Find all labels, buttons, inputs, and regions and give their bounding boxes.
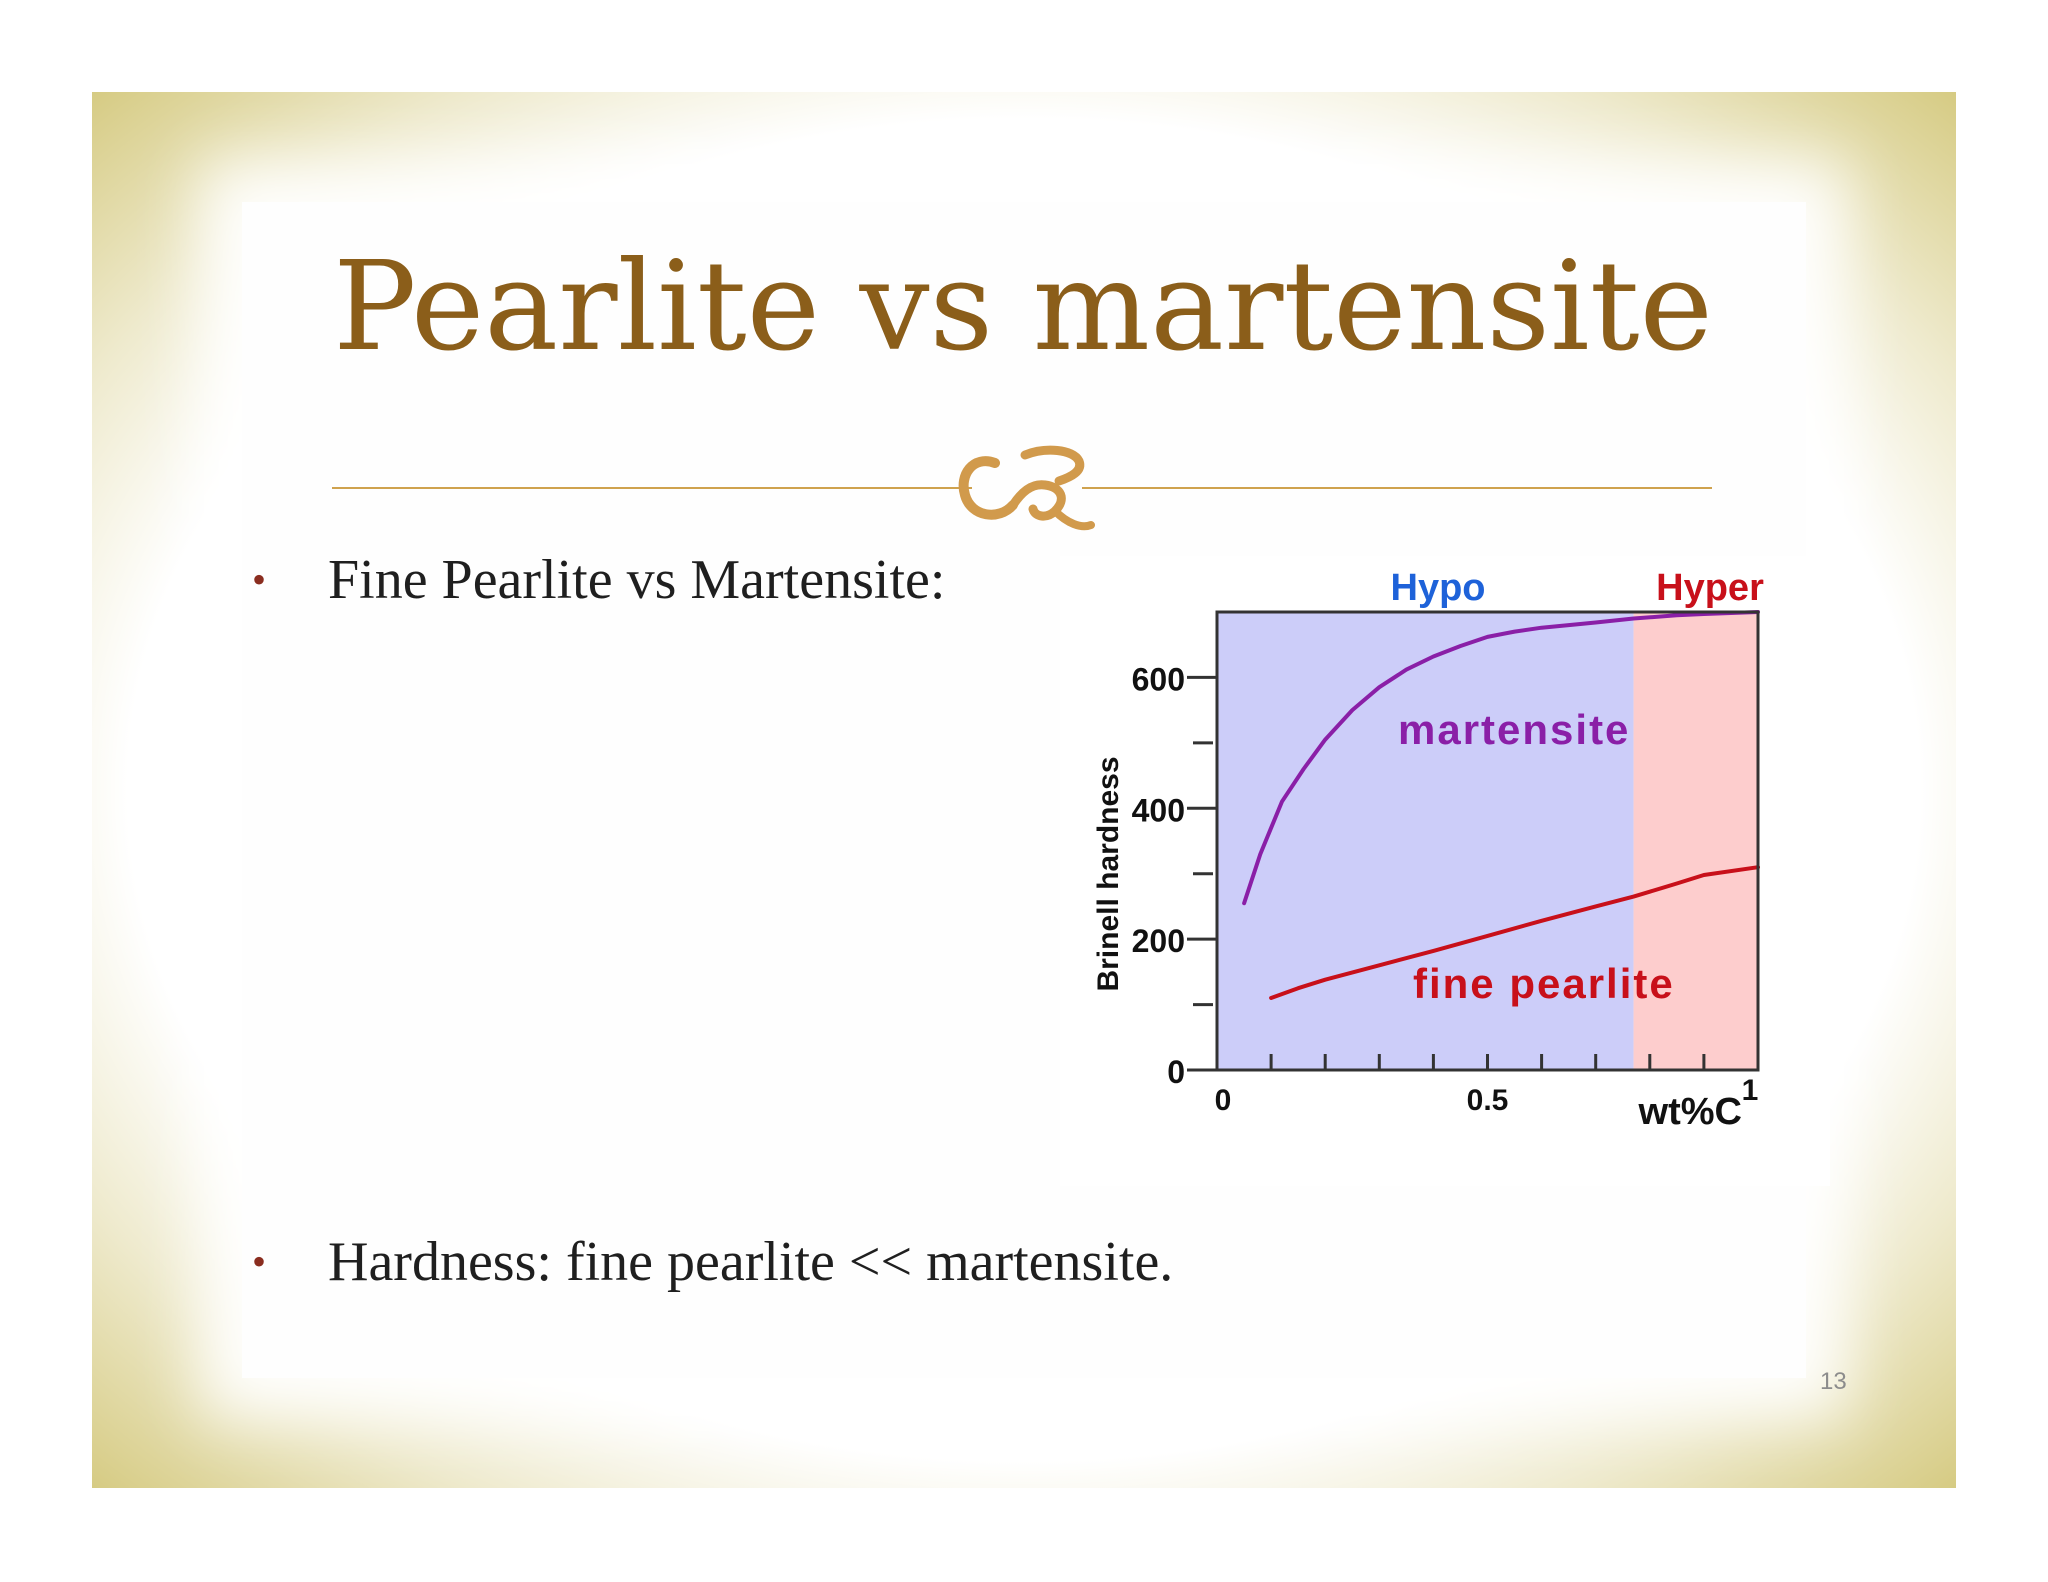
x-tick-label: 1 xyxy=(1742,1074,1759,1107)
x-tick-label: 0 xyxy=(1215,1084,1232,1117)
y-axis-label: Brinell hardness xyxy=(1092,756,1125,991)
y-tick-label: 400 xyxy=(1132,792,1185,828)
series-line-fine-pearlite xyxy=(1269,865,1760,1000)
title-divider-left xyxy=(332,487,972,489)
bullet-marker: • xyxy=(252,1239,267,1284)
hardness-chart: 0 200 400 600 0 0.5 1 Hypo Hyper martensite fi… xyxy=(1060,556,1830,1186)
hardness-chart-svg: 0 200 400 600 0 0.5 1 Hypo Hyper martensite fi… xyxy=(1060,556,1830,1186)
title-divider-right xyxy=(1082,487,1712,489)
y-tick-label: 600 xyxy=(1132,661,1185,697)
page-number: 13 xyxy=(1820,1368,1847,1395)
bullet-marker: • xyxy=(252,557,267,602)
slide-title: Pearlite vs martensite xyxy=(333,235,1713,379)
series-label-martensite: martensite xyxy=(1398,706,1630,753)
series-label-fine-pearlite: fine pearlite xyxy=(1413,960,1675,1007)
region-label-hyper: Hyper xyxy=(1656,567,1764,609)
series-line-martensite xyxy=(1242,610,1760,906)
y-tick-label: 0 xyxy=(1167,1054,1185,1090)
x-axis-label: wt%C xyxy=(1638,1091,1742,1133)
x-tick-label: 0.5 xyxy=(1467,1084,1509,1117)
region-hyper xyxy=(1633,612,1758,1070)
bullet-text-2: Hardness: fine pearlite << martensite. xyxy=(328,1231,1174,1293)
region-label-hypo: Hypo xyxy=(1391,567,1486,609)
y-tick-label: 200 xyxy=(1132,923,1185,959)
bullet-text-1: Fine Pearlite vs Martensite: xyxy=(328,549,946,611)
flourish-ornament-icon xyxy=(958,445,1095,531)
plot-border xyxy=(1215,610,1760,1072)
